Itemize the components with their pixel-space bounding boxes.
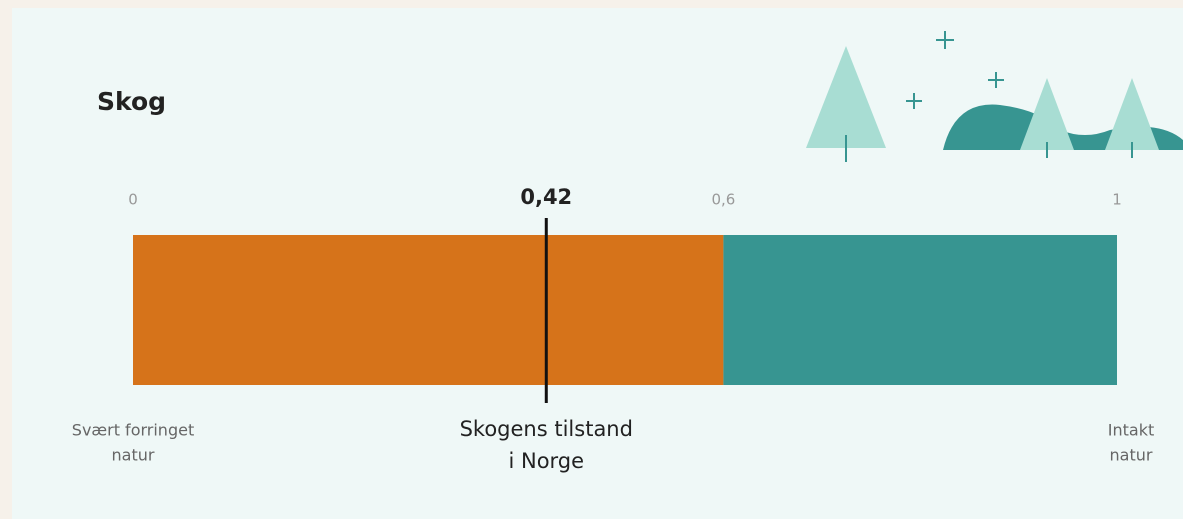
marker-name: Skogens tilstand xyxy=(460,417,633,441)
band xyxy=(133,235,724,385)
decoration xyxy=(806,31,1183,162)
left-label: natur xyxy=(112,446,155,465)
marker-label: 0,42 xyxy=(520,185,572,209)
x-tick-label: 0 xyxy=(128,191,138,209)
band xyxy=(723,235,1117,385)
x-tick-label: 0,6 xyxy=(711,191,735,209)
chart-title: Skog xyxy=(97,87,166,116)
x-tick-label: 1 xyxy=(1112,191,1122,209)
marker-name: i Norge xyxy=(508,449,584,473)
left-label: Svært forringet xyxy=(72,421,194,440)
right-label: natur xyxy=(1110,446,1153,465)
right-label: Intakt xyxy=(1108,421,1154,440)
